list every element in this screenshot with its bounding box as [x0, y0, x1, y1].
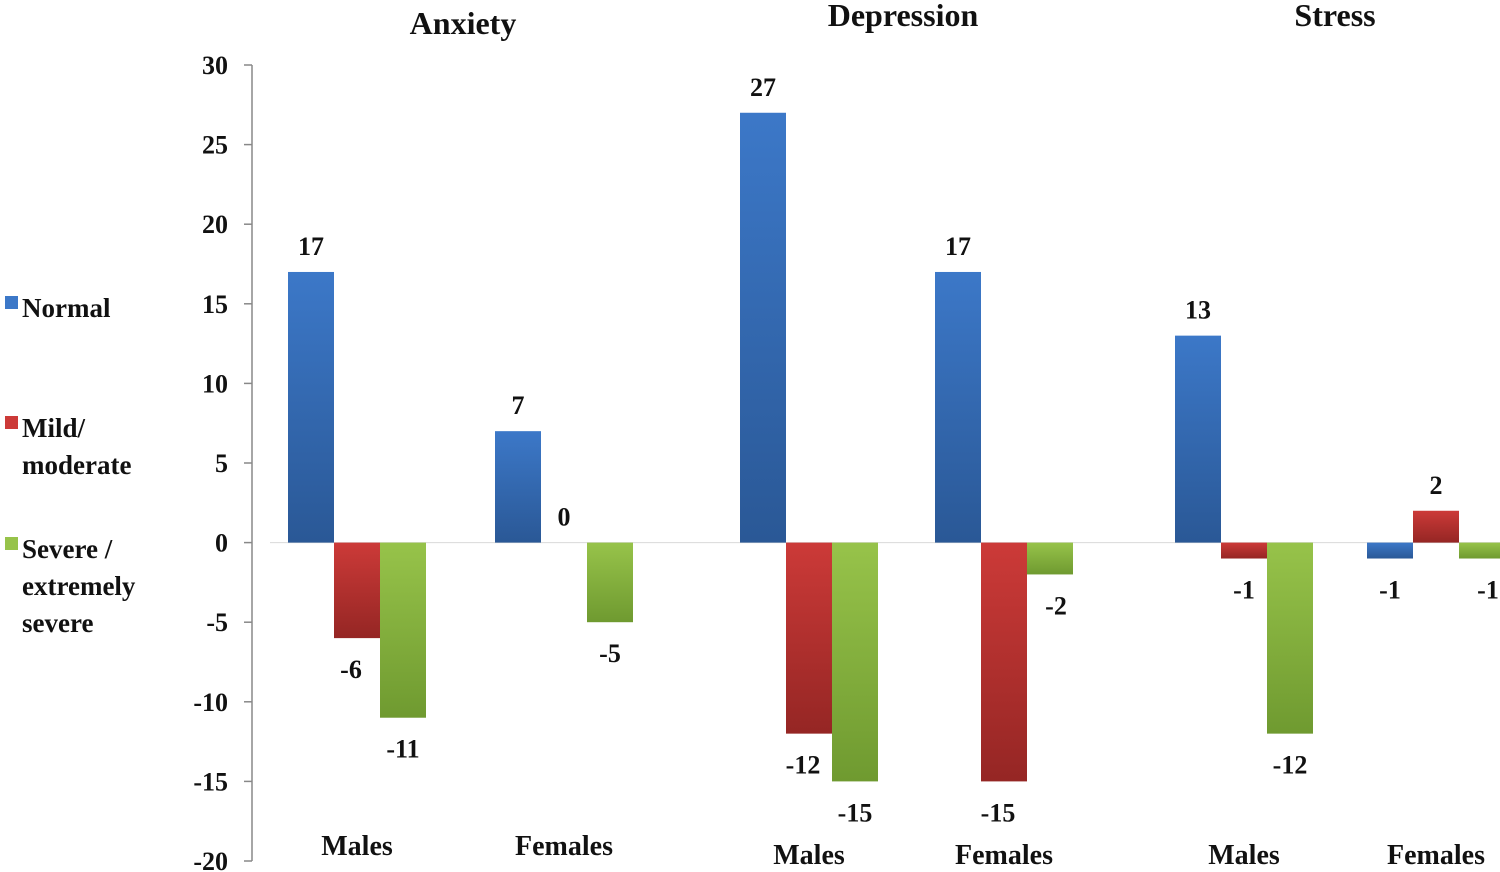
legend-label: Severe / [22, 534, 113, 564]
data-label: -1 [1477, 576, 1499, 605]
bar-normal [495, 431, 541, 543]
bar-mild-moderate [786, 542, 832, 734]
legend-swatch [5, 537, 18, 550]
category-label: Males [1208, 840, 1280, 871]
y-tick-label: 25 [202, 131, 228, 160]
data-label: -11 [386, 735, 419, 764]
category-label: Males [321, 831, 393, 862]
bar-severe-extremely-severe [380, 542, 426, 718]
category-label: Females [1387, 840, 1485, 871]
y-tick-label: 30 [202, 51, 228, 80]
data-label: 17 [298, 232, 324, 261]
bar-mild-moderate [1221, 542, 1267, 559]
legend-label: moderate [22, 450, 131, 480]
bar-normal [1175, 335, 1221, 543]
bar-normal [288, 271, 334, 543]
bar-severe-extremely-severe [587, 542, 633, 623]
data-label: -1 [1379, 576, 1401, 605]
panel-title: Stress [1294, 0, 1375, 33]
panel-title: Depression [828, 0, 979, 33]
data-label: -6 [340, 655, 362, 684]
bar-severe-extremely-severe [1027, 542, 1073, 575]
y-tick-label: 10 [202, 369, 228, 398]
legend-swatch [5, 416, 18, 429]
y-tick-label: 0 [215, 529, 228, 558]
category-label: Females [515, 831, 613, 862]
y-tick-label: -15 [193, 767, 228, 796]
data-label: 2 [1430, 471, 1443, 500]
bar-mild-moderate [981, 542, 1027, 782]
legend-label: Mild/ [22, 413, 86, 443]
data-label: 13 [1185, 296, 1211, 325]
data-label: 17 [945, 232, 971, 261]
bar-mild-moderate [334, 542, 380, 639]
panel-title: Anxiety [410, 5, 517, 41]
data-label: -15 [838, 798, 873, 827]
data-label: 7 [512, 391, 525, 420]
bar-severe-extremely-severe [1267, 542, 1313, 734]
data-label: -15 [981, 798, 1016, 827]
bar-normal [740, 112, 786, 543]
bar-severe-extremely-severe [1459, 542, 1500, 559]
bar-normal [935, 271, 981, 543]
data-label: -5 [599, 639, 621, 668]
legend-label: severe [22, 608, 93, 638]
bar-severe-extremely-severe [832, 542, 878, 782]
data-label: -12 [1273, 751, 1308, 780]
category-label: Males [773, 840, 845, 871]
data-label: -1 [1233, 576, 1255, 605]
category-label: Females [955, 840, 1053, 871]
y-tick-label: -20 [193, 847, 228, 872]
bar-mild-moderate [1413, 510, 1459, 543]
y-tick-label: 5 [215, 449, 228, 478]
y-tick-label: -10 [193, 688, 228, 717]
bar-normal [1367, 542, 1413, 559]
y-tick-label: -5 [206, 608, 228, 637]
data-label: -2 [1045, 591, 1067, 620]
legend-label: extremely [22, 571, 136, 601]
data-label: 27 [750, 73, 776, 102]
y-tick-label: 20 [202, 210, 228, 239]
legend-swatch [5, 296, 18, 309]
data-label: -12 [786, 751, 821, 780]
legend-label: Normal [22, 293, 111, 323]
data-label: 0 [558, 503, 571, 532]
y-tick-label: 15 [202, 290, 228, 319]
